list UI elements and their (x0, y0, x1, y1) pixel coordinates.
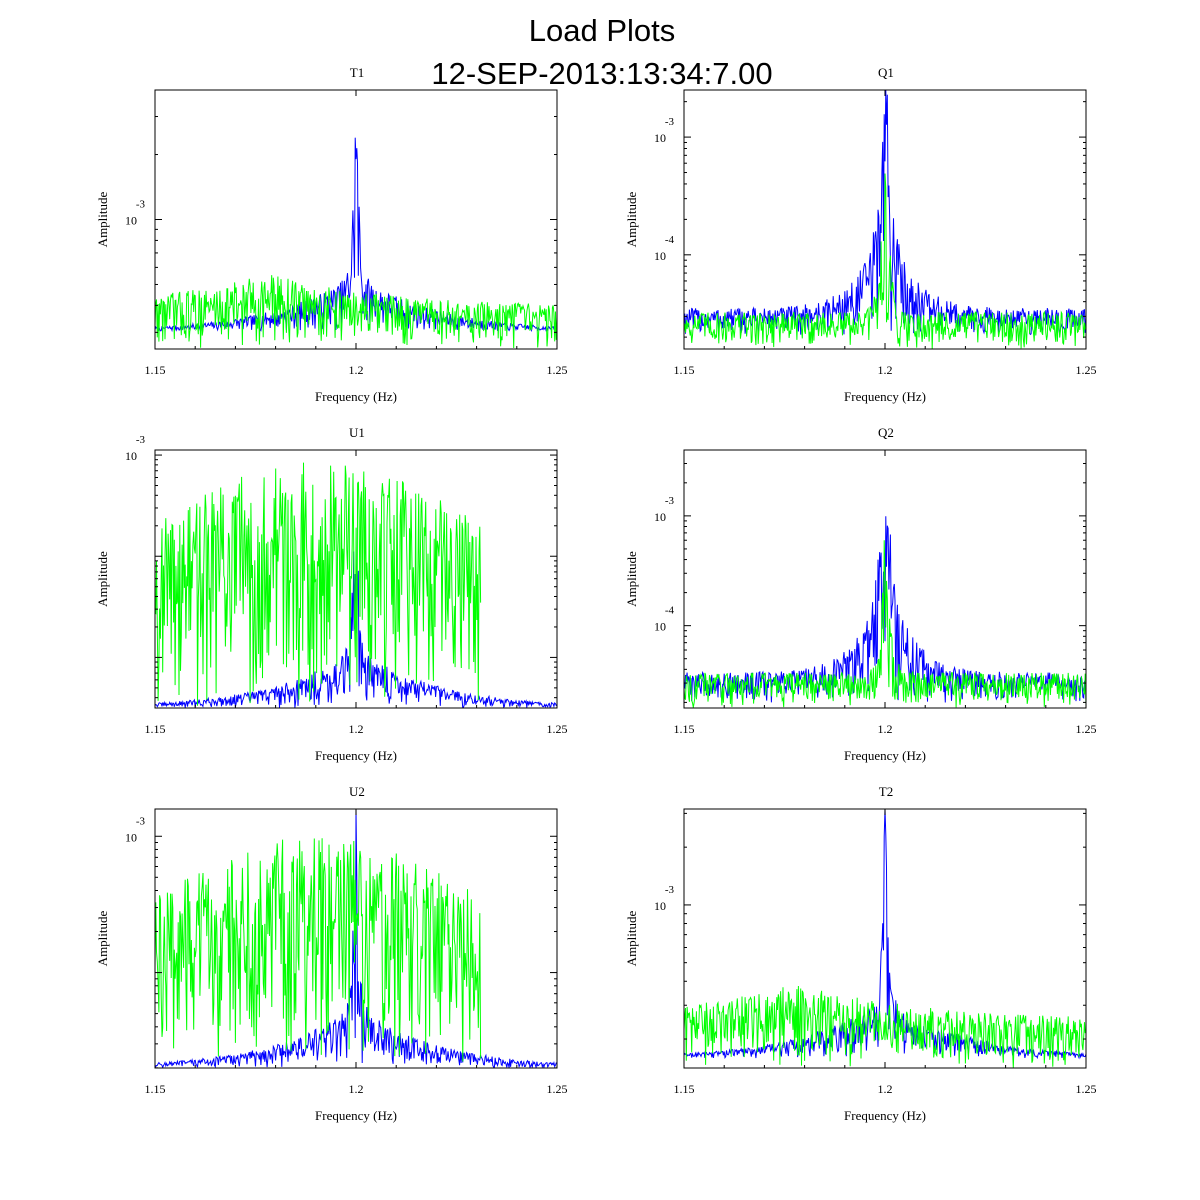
x-tick-label: 1.2 (349, 722, 364, 736)
plot-area (155, 462, 557, 708)
x-tick-label: 1.25 (547, 1082, 568, 1096)
x-axis-label: Frequency (Hz) (844, 748, 926, 763)
y-axis-label: Amplitude (624, 910, 639, 966)
series-green-line (155, 838, 482, 1062)
x-tick-label: 1.2 (349, 363, 364, 377)
panel-t1: 1.15 1.2 1.25 10 -3 T1 Frequency (Hz) Amplitude (95, 65, 568, 404)
plot-area (684, 809, 1086, 1068)
x-tick-label: 1.25 (547, 363, 568, 377)
x-tick-label: 1.25 (1076, 1082, 1097, 1096)
series-green-line (155, 275, 557, 349)
x-tick-label: 1.15 (674, 722, 695, 736)
x-tick-label: 1.25 (547, 722, 568, 736)
x-axis-label: Frequency (Hz) (844, 1108, 926, 1123)
figure-subtitle: 12-SEP-2013:13:34:7.00 (431, 56, 772, 91)
plot-area (155, 137, 557, 349)
plot-area (155, 809, 557, 1068)
x-axis-label: Frequency (Hz) (315, 389, 397, 404)
series-blue-line (155, 809, 557, 1068)
panel-title: U2 (349, 784, 365, 799)
x-axis-label: Frequency (Hz) (315, 748, 397, 763)
plot-area (684, 516, 1086, 708)
y-tick-label-exponent: -3 (665, 884, 675, 896)
x-tick-label: 1.25 (1076, 363, 1097, 377)
series-blue-line (684, 516, 1086, 703)
x-axis-label: Frequency (Hz) (844, 389, 926, 404)
y-tick-label-base: 10 (125, 214, 137, 228)
x-tick-label: 1.2 (349, 1082, 364, 1096)
panel-title: Q2 (878, 425, 894, 440)
y-axis-label: Amplitude (95, 910, 110, 966)
y-axis-label: Amplitude (624, 551, 639, 607)
x-tick-label: 1.25 (1076, 722, 1097, 736)
series-blue-line (684, 809, 1086, 1060)
y-tick-label-exponent: -3 (136, 434, 146, 446)
y-tick-label-exponent: -3 (665, 495, 675, 507)
y-tick-label-exponent: -3 (136, 815, 146, 827)
panel-u2: 1.15 1.2 1.25 10 -3 U2 Frequency (Hz) Amplitude (95, 784, 568, 1123)
y-tick-label-exponent: -3 (136, 199, 146, 211)
x-axis-label: Frequency (Hz) (315, 1108, 397, 1123)
y-tick-label-base: 10 (654, 510, 666, 524)
plot-area (684, 90, 1086, 349)
series-green-line (684, 985, 1086, 1068)
panel-title: T1 (350, 65, 364, 80)
y-tick-label-base: 10 (125, 449, 137, 463)
panel-t2: 1.15 1.2 1.25 10 -3 T2 Frequency (Hz) Amplitude (624, 784, 1097, 1123)
y-axis-label: Amplitude (95, 551, 110, 607)
y-tick-label-exponent: -3 (665, 116, 675, 128)
y-tick-label-base: 10 (654, 249, 666, 263)
figure-title: Load Plots (529, 13, 676, 48)
y-tick-label-base: 10 (654, 131, 666, 145)
y-tick-label-base: 10 (125, 830, 137, 844)
y-tick-label-exponent: -4 (665, 234, 675, 246)
series-green-line (155, 462, 482, 706)
x-tick-label: 1.15 (674, 363, 695, 377)
panels-group: 1.15 1.2 1.25 10 -3 T1 Frequency (Hz) Amplitude… (95, 65, 1097, 1123)
panel-q2: 1.15 1.2 1.25 10 -3 10 -4 Q2 Frequency (Hz) Ampli… (624, 425, 1097, 763)
x-tick-label: 1.2 (878, 363, 893, 377)
y-tick-label-exponent: -4 (665, 605, 675, 617)
panel-title: U1 (349, 425, 365, 440)
y-axis-label: Amplitude (95, 191, 110, 247)
x-tick-label: 1.15 (145, 722, 166, 736)
x-tick-label: 1.15 (145, 363, 166, 377)
panel-title: Q1 (878, 65, 894, 80)
panel-u1: 1.15 1.2 1.25 10 -3 U1 Frequency (Hz) Amplitude (95, 425, 568, 763)
series-green-line (684, 173, 1086, 349)
panel-q1: 1.15 1.2 1.25 10 -3 10 -4 Q1 Frequency (Hz) Ampli… (624, 65, 1097, 404)
x-tick-label: 1.2 (878, 1082, 893, 1096)
series-green-line (684, 540, 1086, 708)
panel-title: T2 (879, 784, 893, 799)
y-tick-label-base: 10 (654, 620, 666, 634)
x-tick-label: 1.15 (145, 1082, 166, 1096)
y-axis-label: Amplitude (624, 191, 639, 247)
x-tick-label: 1.2 (878, 722, 893, 736)
y-tick-label-base: 10 (654, 899, 666, 913)
x-tick-label: 1.15 (674, 1082, 695, 1096)
